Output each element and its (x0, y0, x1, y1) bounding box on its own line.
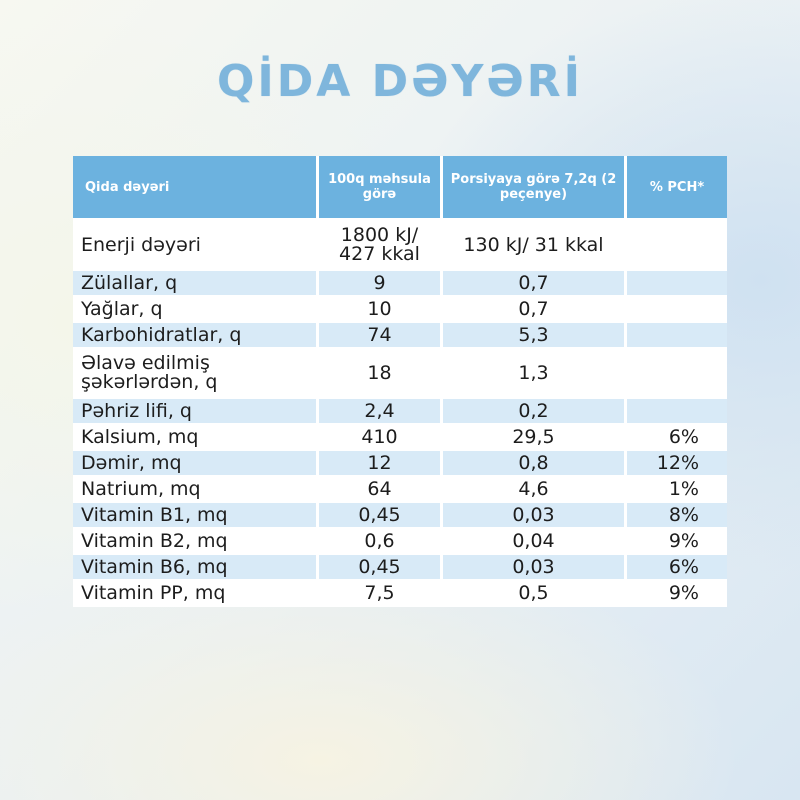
table-row: Vitamin B1, mq 0,45 0,03 8% (73, 503, 727, 529)
table-row: Vitamin B2, mq 0,6 0,04 9% (73, 529, 727, 555)
table-header-row: Qida dəyəri 100q məhsula görə Porsiyaya … (73, 156, 727, 221)
row-portion: 0,04 (443, 529, 627, 555)
row-pct: 8% (627, 503, 727, 529)
row-name: Natrium, mq (73, 477, 319, 503)
row-portion: 29,5 (443, 425, 627, 451)
row-portion: 0,03 (443, 503, 627, 529)
row-name: Vitamin B6, mq (73, 555, 319, 581)
row-name: Enerji dəyəri (73, 221, 319, 271)
nutrition-table: Qida dəyəri 100q məhsula görə Porsiyaya … (73, 156, 727, 607)
row-pct (627, 271, 727, 297)
row-per100: 1800 kJ/ 427 kkal (319, 221, 443, 271)
row-name: Dəmir, mq (73, 451, 319, 477)
row-per100: 410 (319, 425, 443, 451)
row-pct: 9% (627, 581, 727, 607)
row-per100: 0,45 (319, 503, 443, 529)
row-per100: 64 (319, 477, 443, 503)
row-name: Karbohidratlar, q (73, 323, 319, 349)
row-name: Yağlar, q (73, 297, 319, 323)
row-portion: 130 kJ/ 31 kkal (443, 221, 627, 271)
table-row: Yağlar, q 10 0,7 (73, 297, 727, 323)
table-row: Dəmir, mq 12 0,8 12% (73, 451, 727, 477)
row-pct (627, 297, 727, 323)
row-per100: 9 (319, 271, 443, 297)
row-name: Əlavə edilmiş şəkərlərdən, q (73, 349, 319, 399)
row-portion: 0,5 (443, 581, 627, 607)
table-row: Pəhriz lifi, q 2,4 0,2 (73, 399, 727, 425)
row-name: Zülallar, q (73, 271, 319, 297)
row-portion: 5,3 (443, 323, 627, 349)
table-row: Vitamin B6, mq 0,45 0,03 6% (73, 555, 727, 581)
row-portion: 0,03 (443, 555, 627, 581)
table-row: Karbohidratlar, q 74 5,3 (73, 323, 727, 349)
row-name: Vitamin B1, mq (73, 503, 319, 529)
row-portion: 0,8 (443, 451, 627, 477)
table-row: Vitamin PP, mq 7,5 0,5 9% (73, 581, 727, 607)
row-pct (627, 323, 727, 349)
row-portion: 0,2 (443, 399, 627, 425)
row-per100: 0,6 (319, 529, 443, 555)
row-name: Pəhriz lifi, q (73, 399, 319, 425)
row-name: Vitamin B2, mq (73, 529, 319, 555)
row-portion: 0,7 (443, 297, 627, 323)
header-nutrient: Qida dəyəri (73, 156, 319, 221)
row-pct: 12% (627, 451, 727, 477)
row-pct (627, 399, 727, 425)
row-per100: 18 (319, 349, 443, 399)
table-row: Enerji dəyəri 1800 kJ/ 427 kkal 130 kJ/ … (73, 221, 727, 271)
row-portion: 0,7 (443, 271, 627, 297)
table-row: Natrium, mq 64 4,6 1% (73, 477, 727, 503)
row-pct (627, 349, 727, 399)
row-name: Kalsium, mq (73, 425, 319, 451)
row-per100: 10 (319, 297, 443, 323)
row-portion: 1,3 (443, 349, 627, 399)
row-name: Vitamin PP, mq (73, 581, 319, 607)
header-per-100g: 100q məhsula görə (319, 156, 443, 221)
table-row: Əlavə edilmiş şəkərlərdən, q 18 1,3 (73, 349, 727, 399)
page-title: QİDA DƏYƏRİ (216, 56, 584, 107)
header-pct-daily: % PCH* (627, 156, 727, 221)
table-row: Kalsium, mq 410 29,5 6% (73, 425, 727, 451)
row-per100: 0,45 (319, 555, 443, 581)
row-pct: 6% (627, 425, 727, 451)
row-per100: 7,5 (319, 581, 443, 607)
row-per100: 2,4 (319, 399, 443, 425)
nutrition-table-container: Qida dəyəri 100q məhsula görə Porsiyaya … (73, 156, 727, 607)
row-pct (627, 221, 727, 271)
row-per100: 74 (319, 323, 443, 349)
row-portion: 4,6 (443, 477, 627, 503)
row-per100: 12 (319, 451, 443, 477)
table-row: Zülallar, q 9 0,7 (73, 271, 727, 297)
row-pct: 1% (627, 477, 727, 503)
row-pct: 9% (627, 529, 727, 555)
header-per-portion: Porsiyaya görə 7,2q (2 peçenye) (443, 156, 627, 221)
row-pct: 6% (627, 555, 727, 581)
